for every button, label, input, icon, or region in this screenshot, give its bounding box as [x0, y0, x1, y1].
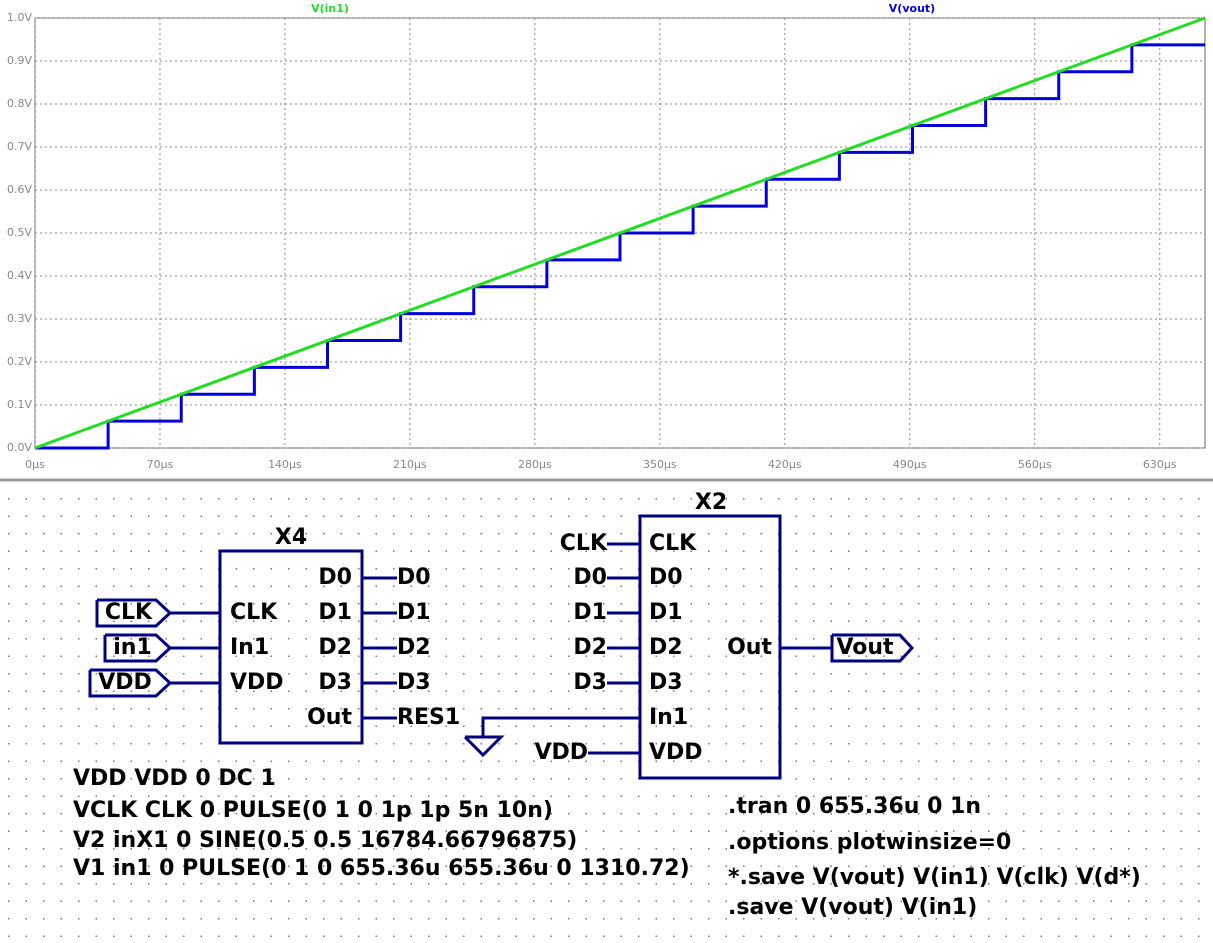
trace — [35, 43, 1205, 450]
port-flag — [830, 633, 915, 663]
spice-directive: .tran 0 655.36u 0 1n — [728, 794, 981, 819]
pin-label: VDD — [230, 670, 284, 695]
net-flag-label: in1 — [113, 635, 152, 660]
spice-directive: V1 in1 0 PULSE(0 1 0 655.36u 655.36u 0 1… — [73, 856, 690, 881]
spice-directive: .save V(vout) V(in1) — [728, 895, 977, 920]
net-label: VDD — [534, 740, 588, 765]
y-tick-label: 0.0V — [7, 441, 32, 454]
net-label: RES1 — [397, 705, 460, 730]
x-tick-label: 420µs — [768, 458, 802, 471]
x-tick-label: 490µs — [893, 458, 927, 471]
port-flag — [103, 633, 173, 663]
net-label: D2 — [397, 635, 431, 660]
schematic-pane — [0, 482, 1213, 943]
net-label: CLK — [560, 531, 608, 556]
pin-label: D2 — [649, 635, 683, 660]
pin-label: D0 — [649, 565, 683, 590]
y-tick-label: 0.5V — [7, 226, 32, 239]
net-label: D1 — [573, 600, 607, 625]
wire — [481, 716, 640, 737]
component-name: X2 — [695, 490, 727, 515]
pin-label: In1 — [649, 705, 688, 730]
pin-label: Out — [727, 635, 772, 660]
pin-label: D1 — [318, 600, 352, 625]
x-tick-label: 70µs — [147, 458, 174, 471]
spice-directive: VDD VDD 0 DC 1 — [73, 766, 276, 791]
x-tick-label: 560µs — [1018, 458, 1052, 471]
y-tick-label: 0.9V — [7, 54, 32, 67]
legend-entry[interactable]: V(in1) — [311, 2, 349, 15]
y-tick-label: 0.3V — [7, 312, 32, 325]
port-flag — [88, 668, 173, 698]
x-tick-label: 350µs — [643, 458, 677, 471]
spice-directive: VCLK CLK 0 PULSE(0 1 0 1p 1p 5n 10n) — [73, 798, 553, 823]
net-label: D3 — [573, 670, 607, 695]
pin-label: Out — [307, 705, 352, 730]
net-label: D0 — [573, 565, 607, 590]
net-flag-label: CLK — [105, 600, 153, 625]
net-label: D0 — [397, 565, 431, 590]
x-tick-label: 630µs — [1143, 458, 1177, 471]
spice-directive: .options plotwinsize=0 — [728, 830, 1011, 855]
y-tick-label: 0.7V — [7, 140, 32, 153]
y-tick-label: 0.2V — [7, 355, 32, 368]
net-label: D1 — [397, 600, 431, 625]
x-tick-label: 210µs — [393, 458, 427, 471]
net-label: D2 — [573, 635, 607, 660]
y-tick-label: 0.4V — [7, 269, 32, 282]
spice-directive: *.save V(vout) V(in1) V(clk) V(d*) — [728, 865, 1141, 890]
trace — [34, 16, 1206, 450]
pin-label: D3 — [649, 670, 683, 695]
legend-entry[interactable]: V(vout) — [889, 2, 935, 15]
x-tick-label: 140µs — [268, 458, 302, 471]
net-flag-label: Vout — [836, 635, 894, 660]
net-flag-label: VDD — [98, 670, 152, 695]
pin-label: CLK — [230, 600, 278, 625]
pin-label: In1 — [230, 635, 269, 660]
pin-label: D2 — [318, 635, 352, 660]
x-tick-label: 0µs — [25, 458, 45, 471]
y-tick-label: 0.8V — [7, 97, 32, 110]
pin-label: D0 — [318, 565, 352, 590]
pin-label: CLK — [649, 531, 697, 556]
port-flag — [95, 598, 173, 628]
ground-symbol — [463, 735, 505, 758]
y-tick-label: 0.6V — [7, 183, 32, 196]
net-label: D3 — [397, 670, 431, 695]
x-tick-label: 280µs — [518, 458, 552, 471]
y-tick-label: 0.1V — [7, 398, 32, 411]
y-tick-label: 1.0V — [7, 11, 32, 24]
pin-label: D3 — [318, 670, 352, 695]
spice-directive: V2 inX1 0 SINE(0.5 0.5 16784.66796875) — [73, 828, 577, 853]
pin-label: D1 — [649, 600, 683, 625]
component-name: X4 — [275, 525, 307, 550]
pin-label: VDD — [649, 740, 703, 765]
